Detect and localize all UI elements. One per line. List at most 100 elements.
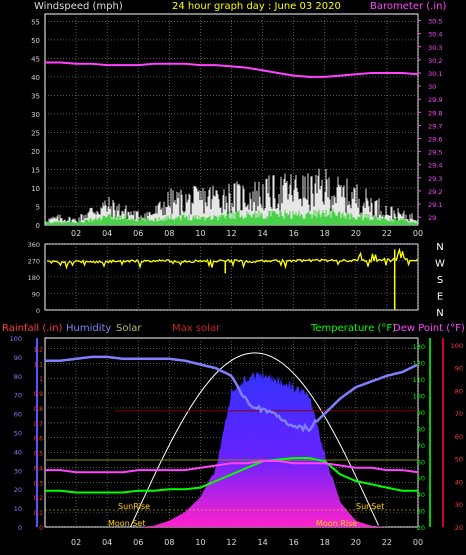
rain-tick-label: 0.6 (33, 436, 43, 443)
dew-tick-label: 40 (455, 478, 463, 486)
temp-tick-label: 40 (417, 491, 425, 499)
dew-tick-label: 80 (455, 387, 463, 395)
baro-tick-label: 29.4 (428, 162, 442, 170)
wind-tick-label: 10 (31, 185, 40, 193)
rain-tick-label: 1 (39, 376, 43, 383)
temp-tick-label: 30 (417, 508, 425, 516)
barometer-line (45, 61, 419, 78)
compass-label: W (435, 259, 445, 270)
bottom-time-label: 00 (413, 538, 423, 547)
solar-title: Solar (116, 323, 142, 334)
dew-axis-title: Dew Point (°F) (393, 323, 465, 334)
temp-tick-label: 100 (413, 393, 425, 401)
rain-tick-label: 0.4 (33, 465, 43, 472)
temperature-line (45, 457, 418, 494)
wind-tick-label: 50 (31, 37, 40, 45)
time-tick-label: 14 (257, 229, 267, 238)
wind-tick-label: 45 (31, 55, 40, 63)
time-tick-label: 00 (413, 229, 423, 238)
compass-label: N (436, 308, 443, 319)
humidity-tick-label: 40 (14, 448, 22, 456)
bottom-time-label: 22 (382, 538, 392, 547)
humidity-tick-label: 50 (14, 430, 22, 438)
humidity-tick-label: 80 (14, 373, 22, 381)
rain-tick-label: 0.9 (33, 391, 43, 398)
wind-tick-label: 5 (36, 203, 40, 211)
time-tick-label: 12 (226, 229, 236, 238)
temp-tick-label: 70 (417, 442, 425, 450)
rain-tick-label: 0.7 (33, 421, 43, 428)
humidity-tick-label: 100 (10, 335, 22, 343)
temp-tick-label: 60 (417, 458, 425, 466)
dir-tick-label: 180 (28, 274, 40, 282)
dew-tick-label: 30 (455, 501, 463, 509)
humidity-line (45, 355, 418, 433)
temp-tick-label: 110 (413, 376, 425, 384)
humidity-tick-label: 90 (14, 354, 22, 362)
temp-tick-label: 90 (417, 409, 425, 417)
sunrise-label: SunRise (118, 502, 150, 511)
rain-tick-label: 1.2 (33, 346, 43, 353)
wind-baro-panel: 0 5 10 15 20 25 30 35 40 45 50 55 29 29.1 29.2 29.3 29.4… (31, 13, 442, 238)
baro-tick-label: 30.4 (428, 31, 442, 39)
humidity-axis-bar (36, 338, 38, 527)
rain-tick-label: 0.8 (33, 406, 43, 413)
rain-tick-label: 0 (39, 525, 43, 532)
time-tick-label: 18 (320, 229, 330, 238)
sunset-label: SunSet (356, 502, 384, 511)
baro-tick-label: 29.2 (428, 188, 442, 196)
wind-tick-label: 35 (31, 92, 40, 100)
dew-tick-label: 20 (455, 524, 463, 532)
dew-tick-label: 60 (455, 433, 463, 441)
direction-trace (46, 247, 418, 270)
baro-tick-label: 30.2 (428, 57, 442, 65)
dew-tick-label: 50 (455, 456, 463, 464)
compass-label: N (436, 242, 443, 253)
humidity-tick-label: 30 (14, 467, 22, 475)
rain-tick-label: 1.1 (33, 361, 43, 368)
wind-tick-label: 40 (31, 74, 40, 82)
bottom-time-label: 16 (289, 538, 299, 547)
wind-tick-label: 30 (31, 111, 40, 119)
rain-tick-label: 0.2 (33, 495, 43, 502)
moonrise-label: Moon Rise (316, 519, 357, 528)
time-tick-label: 08 (164, 229, 174, 238)
dir-tick-label: 0 (36, 307, 40, 315)
bottom-time-label: 14 (257, 538, 267, 547)
maxsolar-title: Max solar (172, 323, 221, 334)
humidity-tick-label: 0 (18, 524, 22, 532)
temp-tick-label: 50 (417, 475, 425, 483)
baro-tick-label: 30.3 (428, 44, 442, 52)
temp-tick-label: 130 (413, 343, 425, 351)
rain-axis-title: Rainfall (.in) (2, 323, 63, 334)
humidity-tick-label: 60 (14, 411, 22, 419)
dir-tick-label: 360 (28, 241, 40, 249)
bottom-time-label: 20 (351, 538, 361, 547)
wind-tick-label: 0 (36, 222, 40, 230)
date-title: 24 hour graph day : June 03 2020 (172, 1, 341, 12)
temp-tick-label: 120 (413, 360, 425, 368)
baro-tick-label: 30 (428, 83, 436, 91)
baro-tick-label: 29.8 (428, 109, 442, 117)
time-tick-label: 06 (133, 229, 143, 238)
baro-tick-label: 30.5 (428, 18, 442, 26)
baro-tick-label: 29.6 (428, 136, 442, 144)
humidity-tick-label: 20 (14, 486, 22, 494)
baro-tick-label: 30.1 (428, 70, 442, 78)
dew-tick-label: 70 (455, 410, 463, 418)
bottom-time-label: 10 (195, 538, 205, 547)
wind-tick-label: 55 (31, 18, 40, 26)
temp-tick-label: 80 (417, 425, 425, 433)
temp-axis-title: Temperature (°F) (310, 323, 396, 334)
rain-tick-label: 0.5 (33, 451, 43, 458)
bottom-time-label: 02 (71, 538, 81, 547)
time-tick-label: 04 (102, 229, 112, 238)
bottom-time-label: 06 (133, 538, 143, 547)
time-tick-label: 10 (195, 229, 205, 238)
wind-tick-label: 15 (31, 166, 40, 174)
rain-temp-panel: 0 0.1 0.2 0.3 0.4 0.5 0.6 0.7 0.8 0.9 1 1.1 1.2 0 10 20… (10, 335, 463, 547)
baro-tick-label: 29.1 (428, 201, 442, 209)
compass-label: E (437, 292, 443, 303)
time-tick-label: 02 (71, 229, 81, 238)
